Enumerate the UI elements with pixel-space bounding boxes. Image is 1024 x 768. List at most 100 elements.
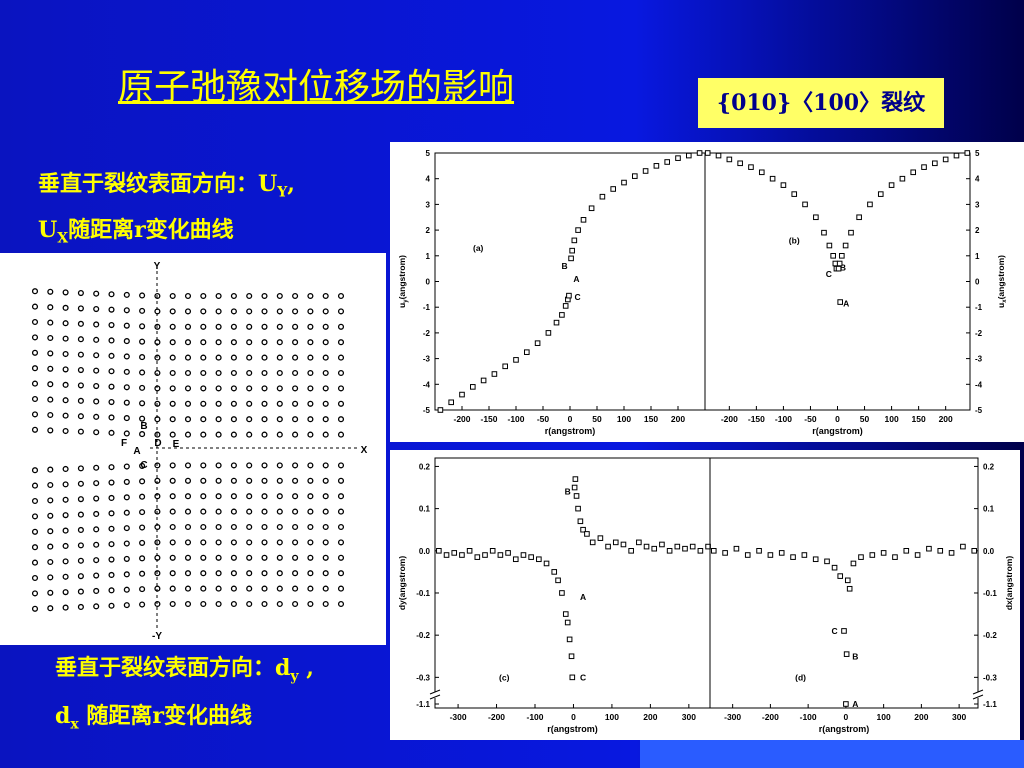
atom [246,539,253,546]
marker [841,628,847,634]
y-tick-label: -4 [423,380,431,389]
atom [108,479,115,486]
atom [261,493,268,500]
annotation: A [580,592,586,602]
atom [230,308,237,315]
y-tick-label: 3 [975,200,980,209]
x-tick-label: 0 [571,712,576,722]
atom [47,288,54,295]
atom [184,292,192,300]
atom [276,339,283,346]
atom [77,542,84,549]
atom [276,292,283,300]
note-sub: Y [277,184,288,201]
atom [139,539,146,546]
marker [443,552,450,558]
atom [292,323,299,330]
atom [93,429,100,436]
annotation: B [852,651,858,661]
atom [169,431,176,438]
atom [276,493,283,500]
atom [62,427,69,435]
x-tick-label: -50 [537,414,550,424]
atom [123,368,130,375]
annotation: A [573,274,579,284]
y-tick-label: 2 [426,226,431,235]
y-axis-label-part: dx(angstrom) [1004,556,1014,610]
atom [108,510,115,517]
marker [726,156,733,163]
atom [322,600,329,608]
atom [139,586,146,593]
x-tick-label: 100 [877,712,891,722]
atom [246,523,253,531]
atom [261,292,268,300]
marker [856,214,862,221]
atom [276,585,283,592]
atom [307,385,314,392]
atom [62,304,69,311]
atom [184,385,192,392]
atom [230,585,237,592]
atom [276,369,283,377]
marker [910,169,917,176]
atom [246,508,253,515]
x-tick-label: 0 [844,712,849,722]
marker [888,182,895,188]
atom [139,601,146,608]
marker [573,493,580,499]
lattice-label: -Y [152,631,162,642]
atom [337,570,345,577]
marker [568,653,575,660]
marker [737,160,743,167]
atom [184,508,192,515]
y-tick-label: -4 [975,380,983,389]
atom [184,554,192,561]
marker [451,550,458,556]
marker [843,701,849,707]
marker [580,217,587,223]
atom [337,600,345,608]
atom [154,369,161,377]
x-axis-label: r(angstrom) [812,426,863,436]
atom [47,528,54,535]
y-tick-label: 0 [426,278,431,287]
atom [292,477,299,484]
marker [545,330,552,336]
atom [154,292,161,300]
atom [169,308,176,315]
atom [123,430,130,437]
atom [139,478,146,485]
y-tick-label: -0.3 [983,673,997,682]
x-tick-label: 150 [912,414,926,424]
atom [246,600,253,608]
atom [246,308,253,315]
atom [337,462,345,469]
atom [276,323,283,330]
atom [31,349,39,356]
marker [664,159,671,165]
atom [184,308,192,315]
atom [307,570,314,577]
marker [512,556,519,563]
atom [123,478,130,485]
atom [230,354,237,361]
annotation: C [580,672,586,682]
atom [230,385,237,392]
x-tick-label: 100 [884,414,898,424]
atom [139,462,146,469]
atom [139,354,146,361]
atom [77,397,84,404]
atom [47,589,54,596]
annotation: B [840,262,846,272]
atom [276,416,283,423]
atom [307,369,314,377]
marker [448,399,454,406]
marker [571,484,578,491]
marker [821,229,827,236]
atom [62,573,69,580]
atom [93,572,100,579]
atom [154,493,161,500]
atom [123,291,130,298]
